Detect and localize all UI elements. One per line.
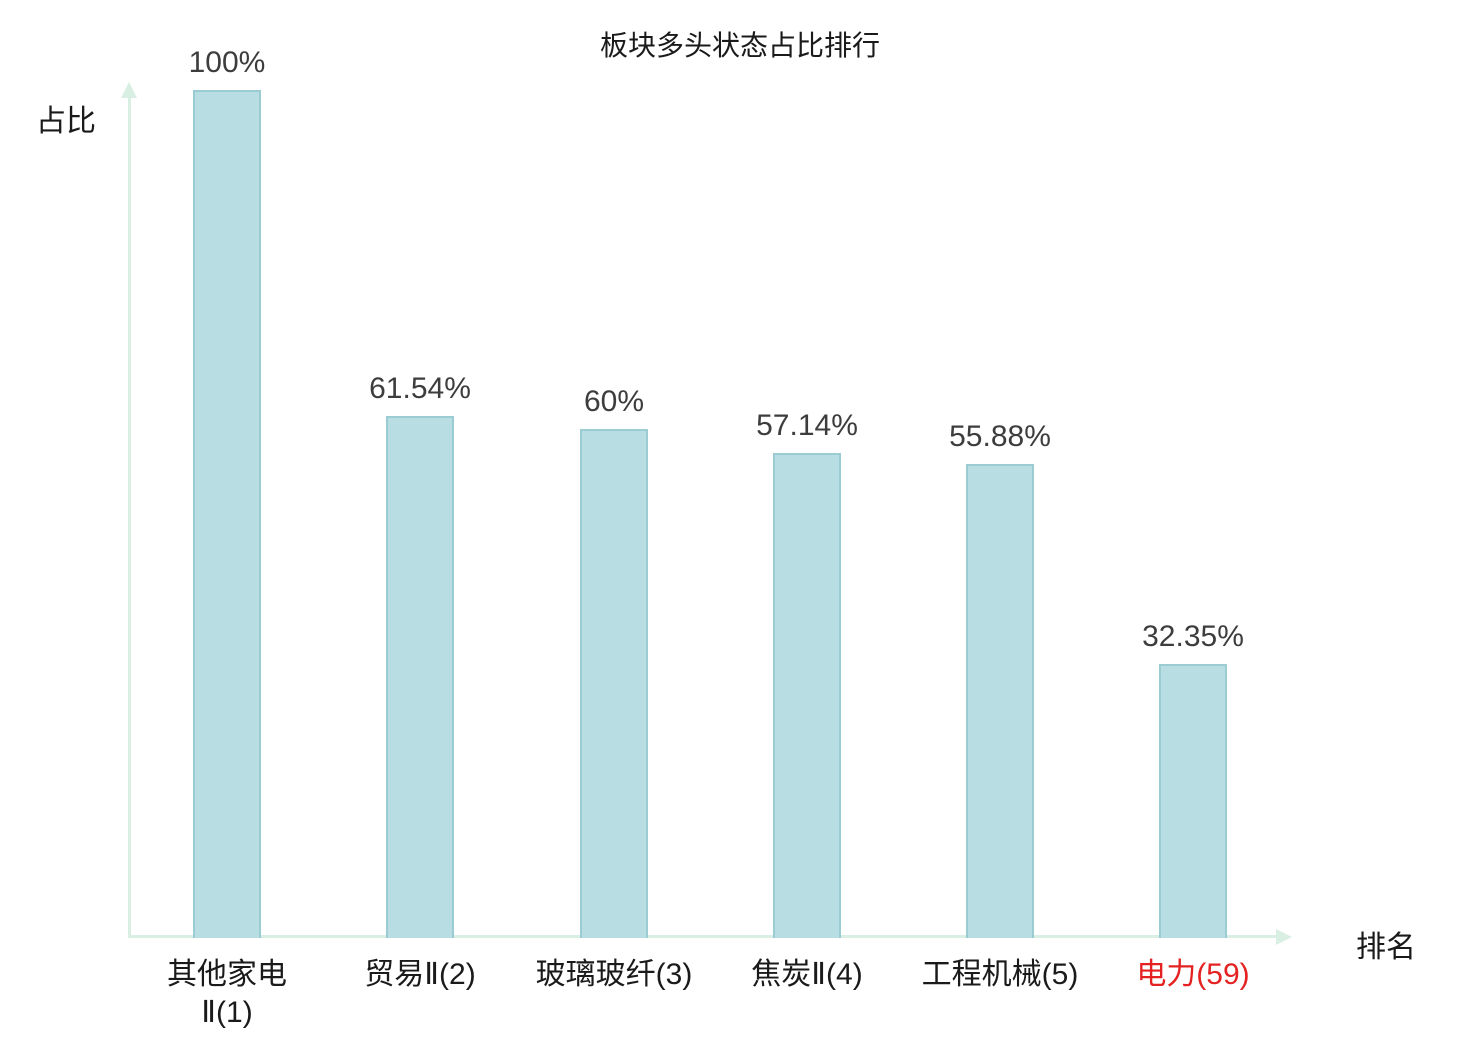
bar-value-label: 100% <box>188 46 266 79</box>
x-axis-arrow-icon <box>1276 929 1292 945</box>
bar-category-label: 其他家电 Ⅱ(1) <box>167 958 287 1029</box>
y-axis-arrow-icon <box>121 82 137 98</box>
bar-value-label: 55.88% <box>949 420 1051 453</box>
bar-2 <box>386 416 454 938</box>
bar-category-label: 焦炭Ⅱ(4) <box>751 958 863 991</box>
bar-category-label: 贸易Ⅱ(2) <box>364 958 476 991</box>
x-axis <box>130 935 1278 938</box>
bar-value-label: 32.35% <box>1142 620 1244 653</box>
bar-1 <box>193 90 261 938</box>
y-axis <box>128 96 131 938</box>
bar-value-label: 61.54% <box>369 372 471 405</box>
x-axis-label: 排名 <box>1356 931 1416 964</box>
bar-value-label: 57.14% <box>756 409 858 442</box>
bar-category-label: 电力(59) <box>1136 958 1250 991</box>
bar-category-label: 玻璃玻纤(3) <box>535 958 693 991</box>
bar-5 <box>966 464 1034 938</box>
bar-value-label: 60% <box>583 385 645 418</box>
bar-4 <box>773 453 841 938</box>
y-axis-label: 占比 <box>36 105 96 138</box>
chart-title: 板块多头状态占比排行 <box>599 30 880 61</box>
bar-6 <box>1159 664 1227 938</box>
bar-category-label: 工程机械(5) <box>921 958 1079 991</box>
bar-3 <box>580 429 648 938</box>
